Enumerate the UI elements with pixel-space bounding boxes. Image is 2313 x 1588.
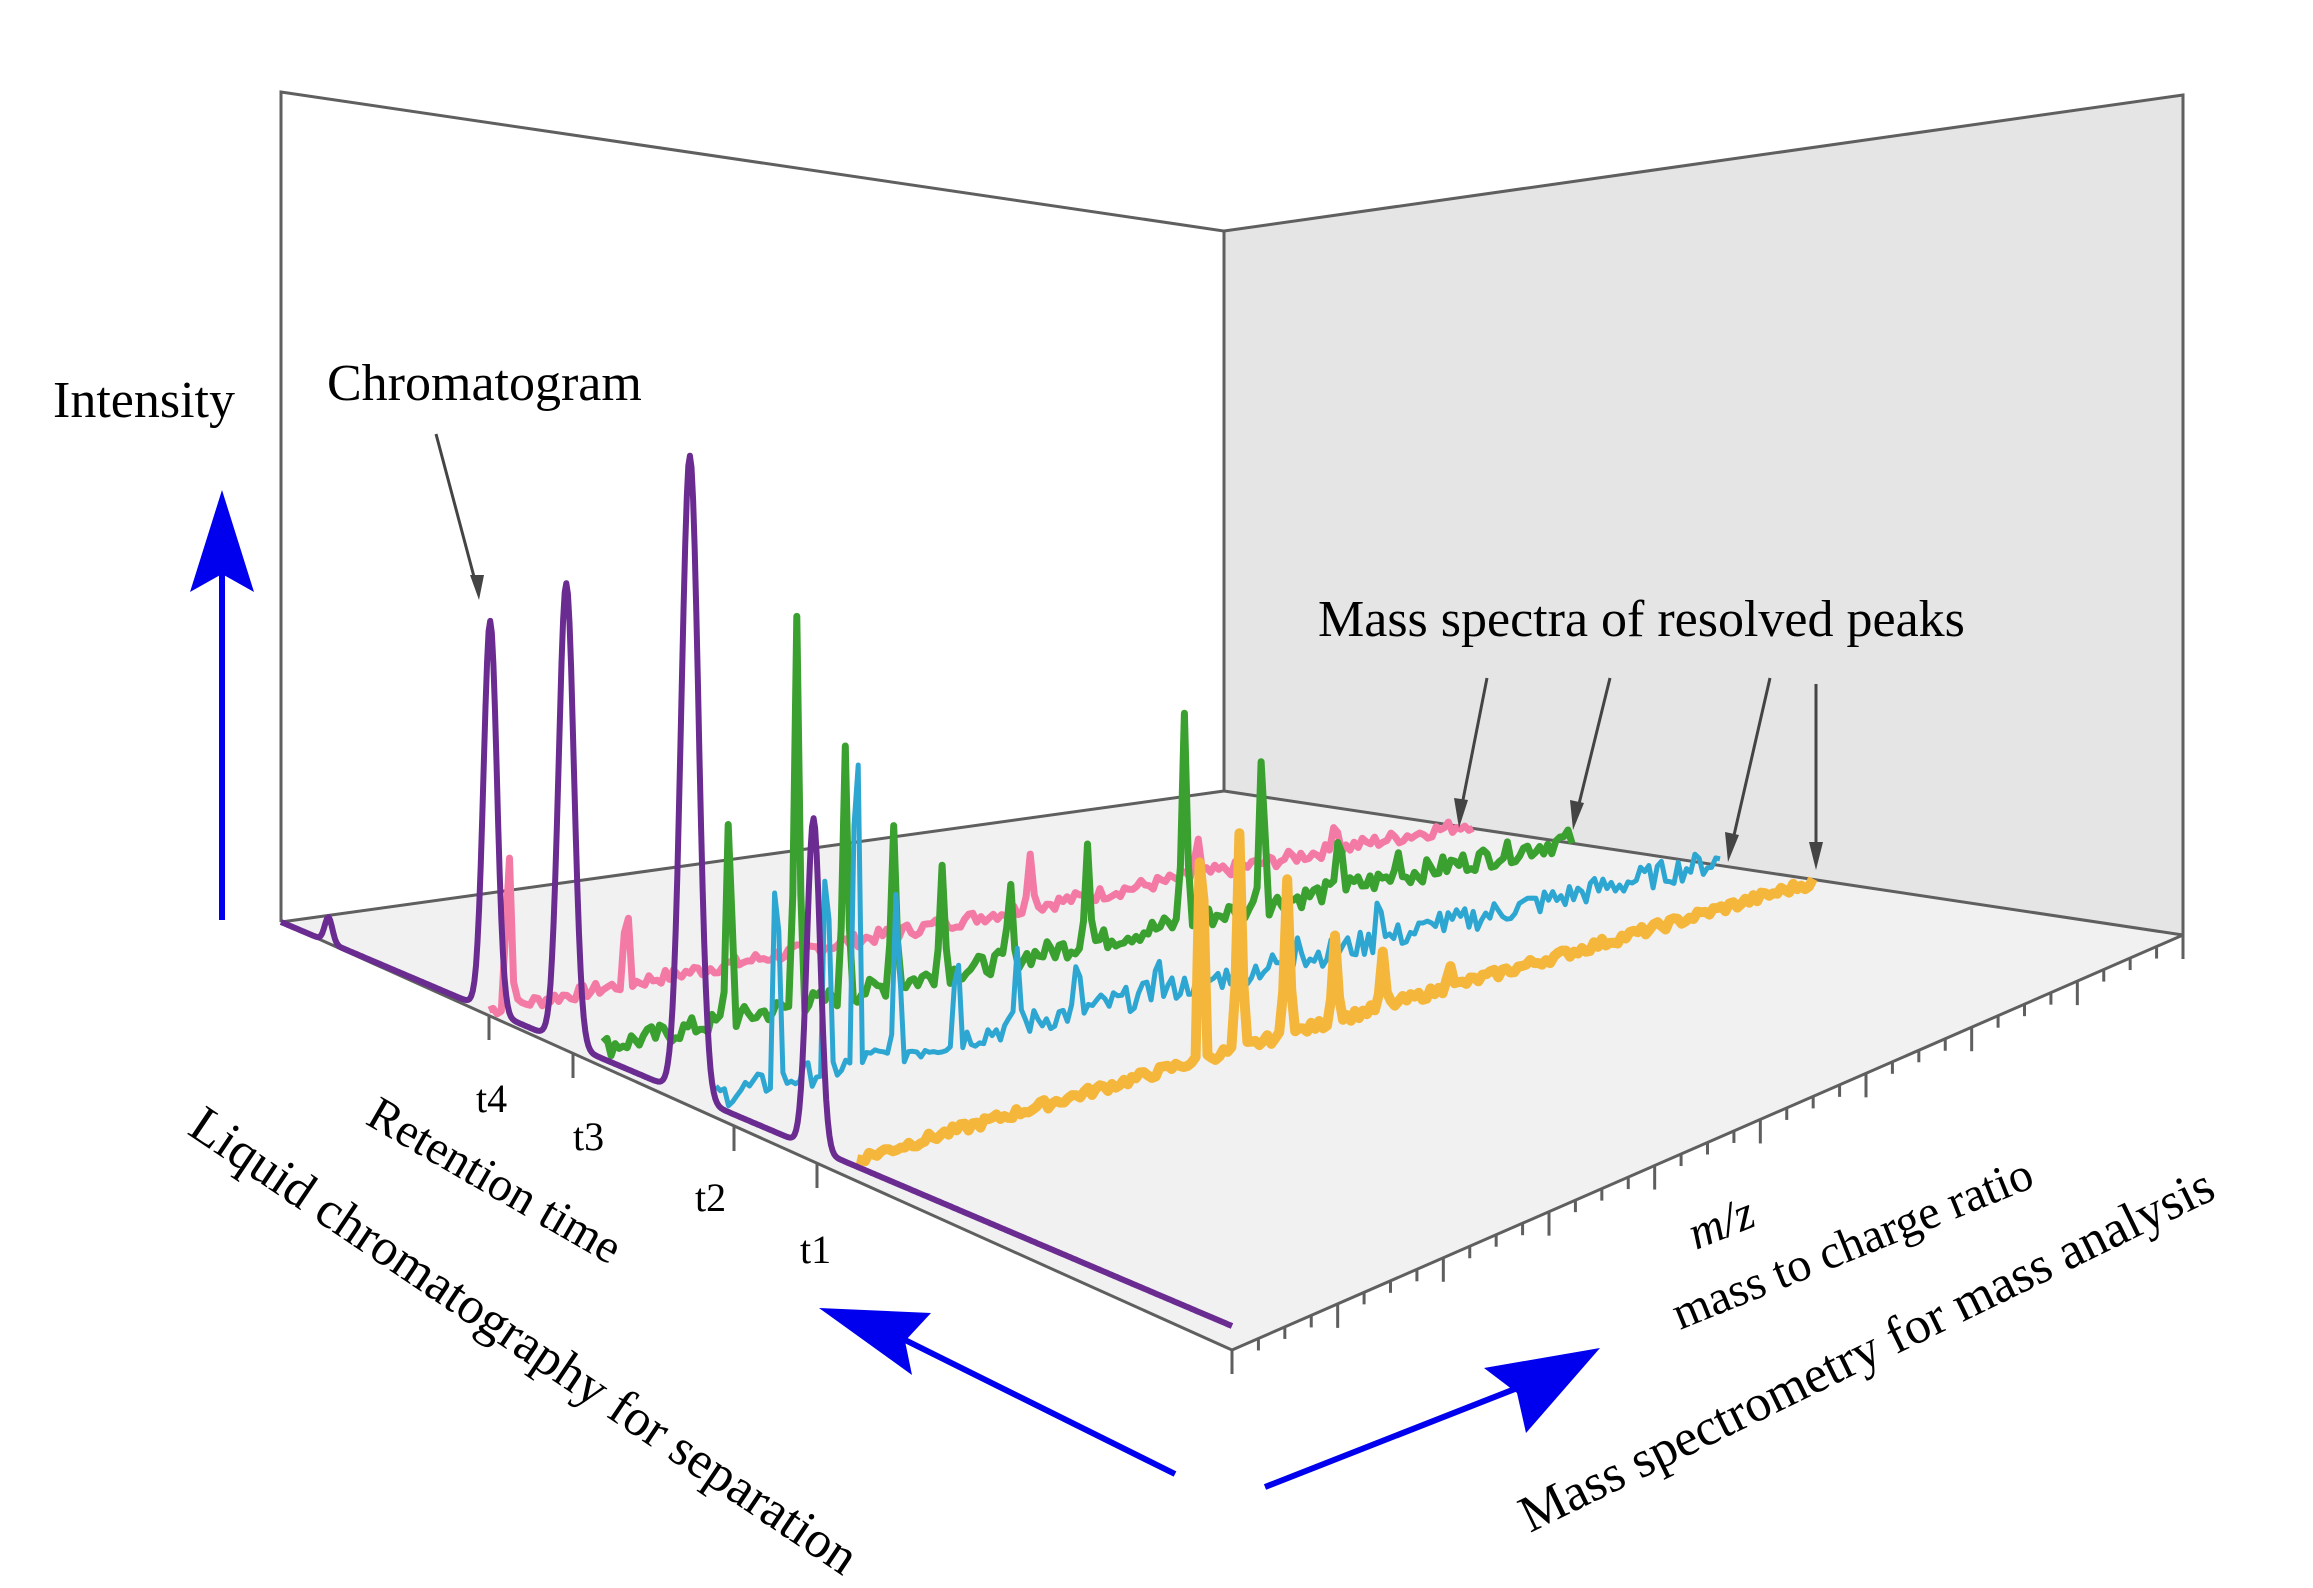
mz-axis-ticks [1230,935,2185,1374]
back-floor-edge-right [1223,789,2184,937]
back-floor-edge-left [280,789,1225,924]
lc-direction-arrow-icon [819,1308,1177,1477]
t1-label: t1 [800,1227,831,1272]
chromatogram-trace [279,452,1234,1329]
right-wall-outline [1223,93,2185,935]
left-wall [281,92,1224,922]
t2-label: t2 [695,1175,726,1220]
mass-spectrum-t4 [487,818,1475,1018]
t4-label: t4 [476,1076,507,1121]
mass-spectra-label: Mass spectra of resolved peaks [1318,591,1965,648]
ms-direction-arrow-icon [1263,1348,1600,1490]
mass-spectrum-t3 [600,612,1576,1060]
spectra-pointers [1454,677,1823,870]
intensity-arrow-icon [190,490,254,920]
chromatogram-pointer [434,433,484,600]
right-wall [1224,95,2183,935]
chromatogram-label: Chromatogram [327,355,642,412]
mass-spectrum-t2 [714,762,1721,1109]
mz-label: m/z [1680,1186,1762,1260]
floor [281,791,2183,1350]
left-wall-outline [279,90,1226,922]
mass-spectrum-t1 [855,828,1818,1167]
retention-time-axis [280,920,1233,1352]
intensity-label: Intensity [53,372,235,429]
t3-label: t3 [573,1114,604,1159]
